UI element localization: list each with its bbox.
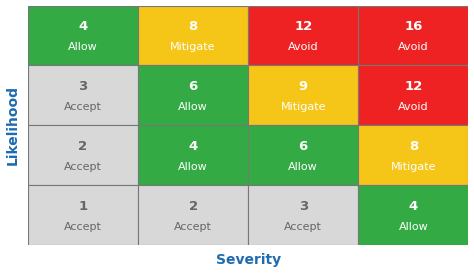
Text: Mitigate: Mitigate xyxy=(391,162,436,172)
X-axis label: Severity: Severity xyxy=(216,253,281,268)
Bar xyxy=(358,66,468,125)
Text: Accept: Accept xyxy=(64,162,102,172)
Bar xyxy=(248,5,358,66)
Text: 6: 6 xyxy=(189,80,198,93)
Text: 12: 12 xyxy=(404,80,422,93)
Bar xyxy=(28,5,138,66)
Text: 8: 8 xyxy=(409,140,418,153)
Bar xyxy=(28,66,138,125)
Text: Avoid: Avoid xyxy=(398,102,428,112)
Text: 4: 4 xyxy=(409,200,418,213)
Text: 12: 12 xyxy=(294,20,312,33)
Text: 1: 1 xyxy=(78,200,88,213)
Bar xyxy=(138,185,248,245)
Text: Avoid: Avoid xyxy=(288,43,319,52)
Text: 4: 4 xyxy=(78,20,88,33)
Bar xyxy=(28,185,138,245)
Text: Allow: Allow xyxy=(178,162,208,172)
Text: 16: 16 xyxy=(404,20,422,33)
Text: 3: 3 xyxy=(78,80,88,93)
Text: Mitigate: Mitigate xyxy=(170,43,216,52)
Bar xyxy=(248,185,358,245)
Y-axis label: Likelihood: Likelihood xyxy=(6,85,19,165)
Text: 2: 2 xyxy=(189,200,198,213)
Bar xyxy=(138,125,248,185)
Bar xyxy=(358,125,468,185)
Text: Allow: Allow xyxy=(68,43,98,52)
Bar xyxy=(358,185,468,245)
Bar xyxy=(248,66,358,125)
Bar xyxy=(28,125,138,185)
Text: 6: 6 xyxy=(299,140,308,153)
Bar xyxy=(138,66,248,125)
Text: 3: 3 xyxy=(299,200,308,213)
Text: Accept: Accept xyxy=(64,102,102,112)
Text: Allow: Allow xyxy=(399,222,428,232)
Text: Allow: Allow xyxy=(288,162,318,172)
Text: 4: 4 xyxy=(189,140,198,153)
Text: Avoid: Avoid xyxy=(398,43,428,52)
Text: Accept: Accept xyxy=(174,222,212,232)
Text: 2: 2 xyxy=(78,140,88,153)
Text: Accept: Accept xyxy=(284,222,322,232)
Text: 9: 9 xyxy=(299,80,308,93)
Text: Mitigate: Mitigate xyxy=(281,102,326,112)
Text: Accept: Accept xyxy=(64,222,102,232)
Bar xyxy=(358,5,468,66)
Text: 8: 8 xyxy=(189,20,198,33)
Bar xyxy=(138,5,248,66)
Text: Allow: Allow xyxy=(178,102,208,112)
Bar xyxy=(248,125,358,185)
